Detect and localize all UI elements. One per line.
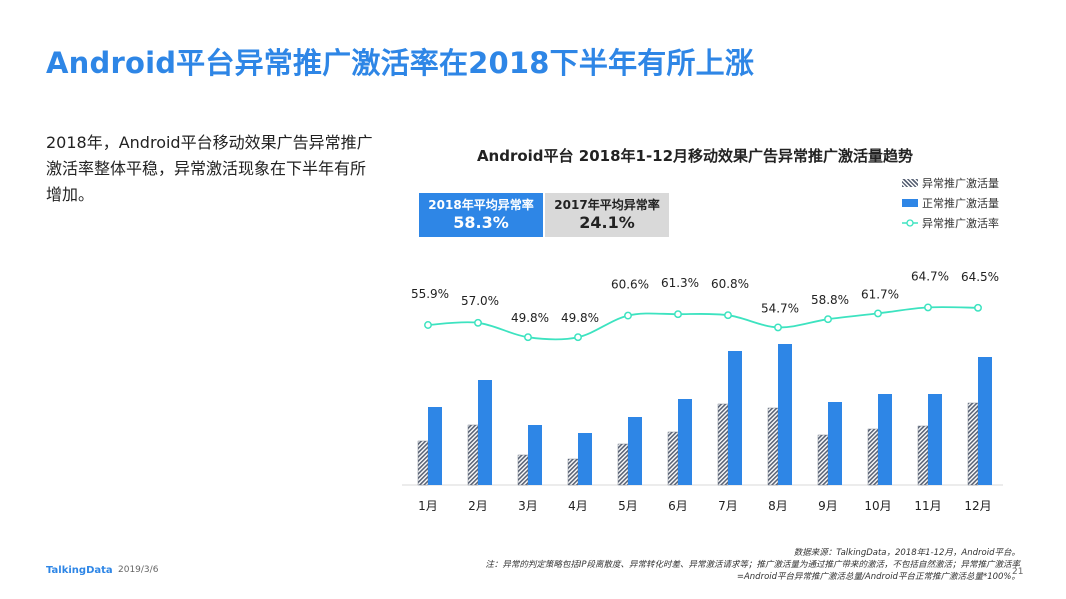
legend-swatch-rate bbox=[902, 219, 918, 227]
x-tick-label: 1月 bbox=[418, 499, 438, 513]
talkingdata-logo: TalkingData bbox=[46, 565, 113, 576]
rate-point-12 bbox=[974, 303, 982, 312]
bar-abnormal-6 bbox=[667, 431, 679, 486]
legend-item-normal: 正常推广激活量 bbox=[902, 193, 999, 213]
x-tick-label: 8月 bbox=[768, 499, 788, 513]
footnote-source: 数据来源：TalkingData，2018年1-12月，Android平台。 bbox=[793, 548, 1020, 558]
rate-data-label: 55.9% bbox=[411, 287, 449, 301]
rate-data-label: 61.3% bbox=[661, 276, 699, 290]
bar-normal-5 bbox=[628, 417, 642, 485]
x-tick-label: 3月 bbox=[518, 499, 538, 513]
bar-normal-4 bbox=[578, 433, 592, 485]
rate-data-label: 60.8% bbox=[711, 277, 749, 291]
footnote-note-1: 注：异常的判定策略包括IP段离散度、异常转化时差、异常激活请求等；推广激活量为通… bbox=[485, 560, 1020, 570]
rate-point-4 bbox=[574, 333, 582, 342]
legend-swatch-normal bbox=[902, 199, 918, 207]
bar-abnormal-12 bbox=[967, 402, 979, 486]
rate-data-label: 49.8% bbox=[561, 311, 599, 325]
bar-abnormal-7 bbox=[717, 403, 729, 486]
legend-label-normal: 正常推广激活量 bbox=[922, 197, 999, 210]
x-tick-label: 11月 bbox=[914, 499, 941, 513]
bar-abnormal-8 bbox=[767, 407, 779, 486]
bar-abnormal-10 bbox=[867, 428, 879, 486]
rate-point-9 bbox=[824, 315, 832, 324]
rate-point-3 bbox=[524, 333, 532, 342]
bar-normal-8 bbox=[778, 344, 792, 485]
legend-label-rate: 异常推广激活率 bbox=[922, 217, 999, 230]
x-tick-label: 9月 bbox=[818, 499, 838, 513]
footnote: 数据来源：TalkingData，2018年1-12月，Android平台。 注… bbox=[485, 547, 1020, 583]
rate-point-8 bbox=[774, 323, 782, 332]
legend-swatch-abnormal bbox=[902, 179, 918, 187]
avg-2017-label: 2017年平均异常率 bbox=[554, 198, 660, 212]
bar-abnormal-3 bbox=[517, 454, 529, 486]
bar-normal-2 bbox=[478, 380, 492, 485]
rate-data-label: 64.7% bbox=[911, 269, 949, 283]
bar-normal-3 bbox=[528, 425, 542, 485]
bar-abnormal-11 bbox=[917, 425, 929, 486]
rate-data-label: 64.5% bbox=[961, 270, 999, 284]
bar-abnormal-9 bbox=[817, 434, 829, 486]
rate-point-5 bbox=[624, 311, 632, 320]
bar-normal-1 bbox=[428, 407, 442, 485]
x-tick-label: 4月 bbox=[568, 499, 588, 513]
x-tick-label: 2月 bbox=[468, 499, 488, 513]
chart-legend: 异常推广激活量 正常推广激活量 异常推广激活率 bbox=[902, 173, 999, 233]
bar-abnormal-2 bbox=[467, 424, 479, 486]
rate-point-11 bbox=[924, 303, 932, 312]
rate-point-10 bbox=[874, 309, 882, 318]
legend-item-abnormal: 异常推广激活量 bbox=[902, 173, 999, 193]
footnote-note-2: =Android平台异常推广激活总量/Android平台正常推广激活总量*100… bbox=[736, 572, 1020, 582]
bar-abnormal-1 bbox=[417, 440, 429, 486]
summary-text: 2018年，Android平台移动效果广告异常推广激活率整体平稳，异常激活现象在… bbox=[46, 133, 373, 204]
rate-data-label: 58.8% bbox=[811, 293, 849, 307]
page-number: 21 bbox=[1012, 567, 1024, 577]
rate-point-6 bbox=[674, 310, 682, 319]
rate-data-label: 57.0% bbox=[461, 294, 499, 308]
x-tick-label: 6月 bbox=[668, 499, 688, 513]
rate-point-7 bbox=[724, 311, 732, 320]
legend-label-abnormal: 异常推广激活量 bbox=[922, 177, 999, 190]
rate-point-1 bbox=[424, 321, 432, 329]
bar-abnormal-4 bbox=[567, 458, 579, 486]
bar-normal-6 bbox=[678, 399, 692, 485]
bar-normal-9 bbox=[828, 402, 842, 485]
rate-data-label: 49.8% bbox=[511, 311, 549, 325]
bar-normal-11 bbox=[928, 394, 942, 485]
bar-normal-7 bbox=[728, 351, 742, 485]
rate-data-label: 60.6% bbox=[611, 278, 649, 292]
bar-normal-10 bbox=[878, 394, 892, 485]
rate-line bbox=[427, 306, 979, 341]
page-title: Android平台异常推广激活率在2018下半年有所上涨 bbox=[46, 46, 755, 80]
avg-2018-value: 58.3% bbox=[453, 213, 509, 232]
footer-date: 2019/3/6 bbox=[118, 565, 159, 575]
rate-data-label: 61.7% bbox=[861, 287, 899, 301]
bar-normal-12 bbox=[978, 357, 992, 485]
avg-2018-label: 2018年平均异常率 bbox=[428, 198, 534, 212]
rate-data-label: 54.7% bbox=[761, 301, 799, 315]
x-tick-label: 12月 bbox=[964, 499, 991, 513]
avg-2018-box: 2018年平均异常率 58.3% bbox=[419, 193, 543, 237]
x-tick-label: 7月 bbox=[718, 499, 738, 513]
avg-2017-box: 2017年平均异常率 24.1% bbox=[545, 193, 669, 237]
avg-2017-value: 24.1% bbox=[579, 213, 635, 232]
rate-point-2 bbox=[474, 318, 482, 327]
chart-title: Android平台 2018年1-12月移动效果广告异常推广激活量趋势 bbox=[476, 147, 914, 165]
x-tick-label: 5月 bbox=[618, 499, 638, 513]
bar-abnormal-5 bbox=[617, 443, 629, 486]
x-tick-label: 10月 bbox=[864, 499, 891, 513]
legend-item-rate: 异常推广激活率 bbox=[902, 213, 999, 233]
